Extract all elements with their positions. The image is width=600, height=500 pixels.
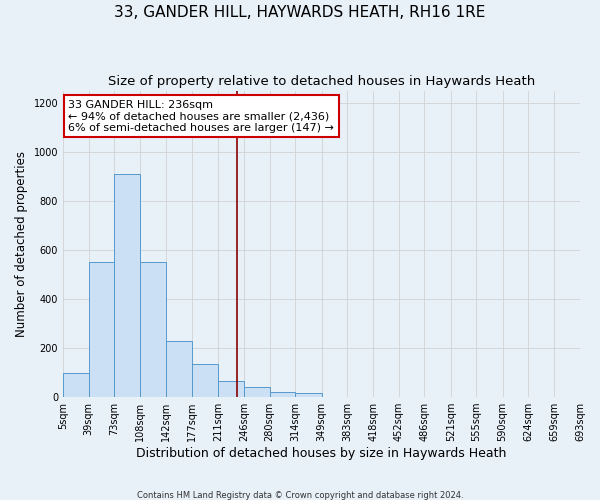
Title: Size of property relative to detached houses in Haywards Heath: Size of property relative to detached ho… xyxy=(108,75,535,88)
Bar xyxy=(218,381,244,397)
Bar xyxy=(244,388,269,397)
Bar xyxy=(295,394,322,397)
Bar xyxy=(192,364,218,397)
Bar xyxy=(63,372,89,397)
Y-axis label: Number of detached properties: Number of detached properties xyxy=(15,151,28,337)
Bar xyxy=(89,262,114,397)
Text: Contains HM Land Registry data © Crown copyright and database right 2024.: Contains HM Land Registry data © Crown c… xyxy=(137,490,463,500)
Text: 33, GANDER HILL, HAYWARDS HEATH, RH16 1RE: 33, GANDER HILL, HAYWARDS HEATH, RH16 1R… xyxy=(115,5,485,20)
Bar xyxy=(166,340,192,397)
X-axis label: Distribution of detached houses by size in Haywards Heath: Distribution of detached houses by size … xyxy=(136,447,507,460)
Bar xyxy=(269,392,295,397)
Bar xyxy=(114,174,140,397)
Text: 33 GANDER HILL: 236sqm
← 94% of detached houses are smaller (2,436)
6% of semi-d: 33 GANDER HILL: 236sqm ← 94% of detached… xyxy=(68,100,334,133)
Bar xyxy=(140,262,166,397)
